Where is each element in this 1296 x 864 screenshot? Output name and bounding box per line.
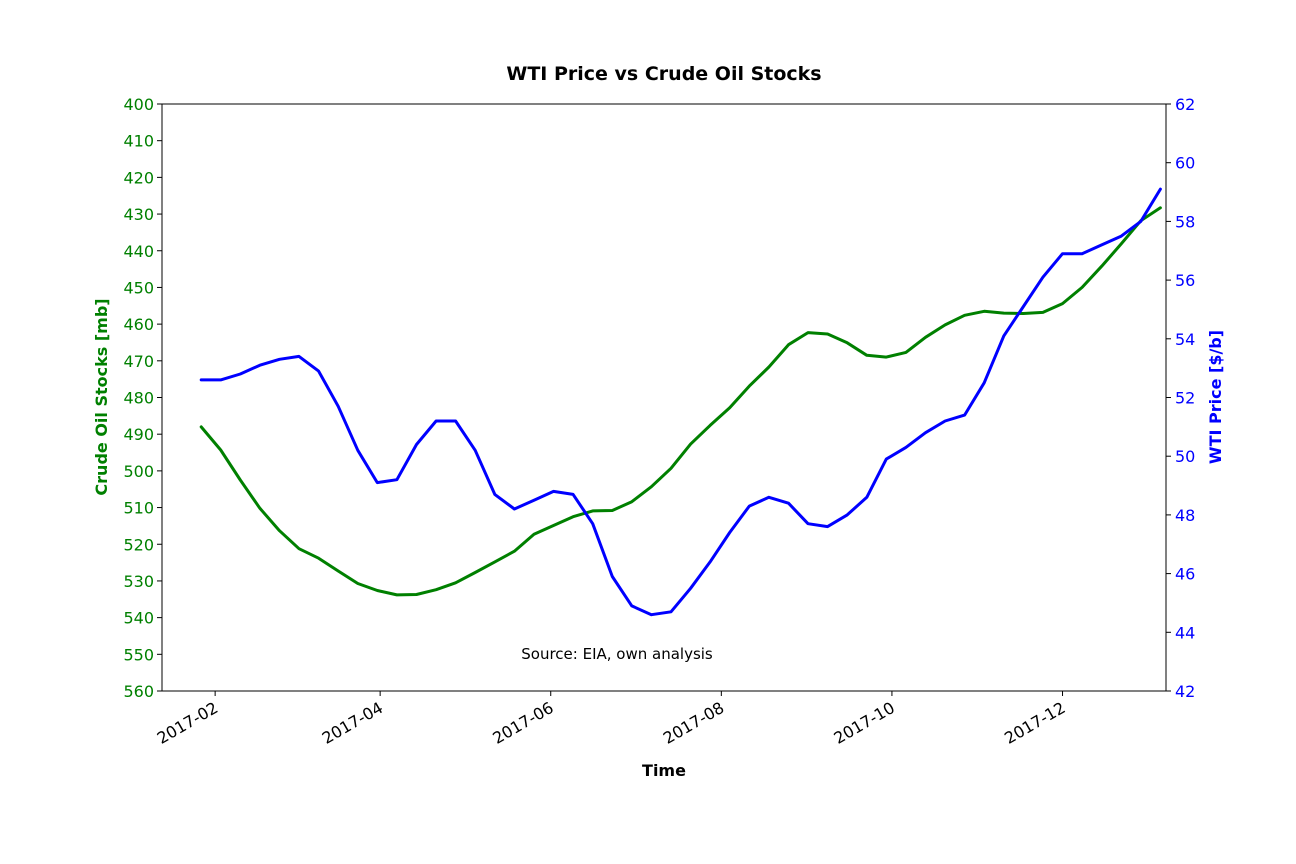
right-tick-label: 54: [1175, 330, 1195, 349]
right-tick-label: 50: [1175, 447, 1195, 466]
left-tick-label: 480: [123, 389, 154, 408]
x-axis-label: Time: [642, 761, 686, 780]
right-tick-label: 58: [1175, 212, 1195, 231]
right-tick-label: 46: [1175, 565, 1195, 584]
left-tick-label: 430: [123, 205, 154, 224]
left-tick-label: 460: [123, 315, 154, 334]
left-tick-label: 510: [123, 499, 154, 518]
left-tick-label: 550: [123, 645, 154, 664]
left-axis-ticks: 400 410 420 430 440 450 460 470 480 490 500 510 520 5…: [123, 95, 162, 701]
right-tick-label: 52: [1175, 389, 1195, 408]
left-tick-label: 560: [123, 682, 154, 701]
right-tick-label: 42: [1175, 682, 1195, 701]
right-axis-label: WTI Price [$/b]: [1206, 330, 1225, 464]
right-tick-label: 62: [1175, 95, 1195, 114]
x-tick-label: 2017-04: [319, 698, 386, 748]
x-tick-label: 2017-08: [660, 698, 727, 748]
x-tick-label: 2017-06: [489, 698, 556, 748]
left-tick-label: 400: [123, 95, 154, 114]
right-tick-label: 44: [1175, 623, 1195, 642]
source-annotation: Source: EIA, own analysis: [521, 645, 713, 663]
right-tick-label: 56: [1175, 271, 1195, 290]
x-tick-label: 2017-10: [831, 698, 898, 748]
left-tick-label: 420: [123, 168, 154, 187]
series-line-left-axis: [199, 206, 1162, 597]
chart-title: WTI Price vs Crude Oil Stocks: [506, 63, 821, 85]
left-tick-label: 470: [123, 352, 154, 371]
right-tick-label: 48: [1175, 506, 1195, 525]
series-line-right-axis: [199, 187, 1162, 617]
left-tick-label: 440: [123, 242, 154, 261]
left-tick-label: 490: [123, 425, 154, 444]
left-tick-label: 530: [123, 572, 154, 591]
left-tick-label: 540: [123, 609, 154, 628]
plot-frame: [161, 103, 1167, 692]
x-tick-label: 2017-02: [154, 698, 221, 748]
x-axis-ticks: 2017-02 2017-04 2017-06 2017-08 2017-10 2017-…: [154, 691, 1069, 748]
right-tick-label: 60: [1175, 154, 1195, 173]
left-tick-label: 410: [123, 132, 154, 151]
x-tick-label: 2017-12: [1001, 698, 1068, 748]
left-tick-label: 450: [123, 278, 154, 297]
left-axis-label: Crude Oil Stocks [mb]: [92, 298, 111, 495]
right-axis-ticks: 42 44 46 48 50 52 54 56 58 60 62: [1166, 95, 1195, 701]
series-lines: [199, 187, 1162, 617]
left-tick-label: 520: [123, 535, 154, 554]
left-tick-label: 500: [123, 462, 154, 481]
